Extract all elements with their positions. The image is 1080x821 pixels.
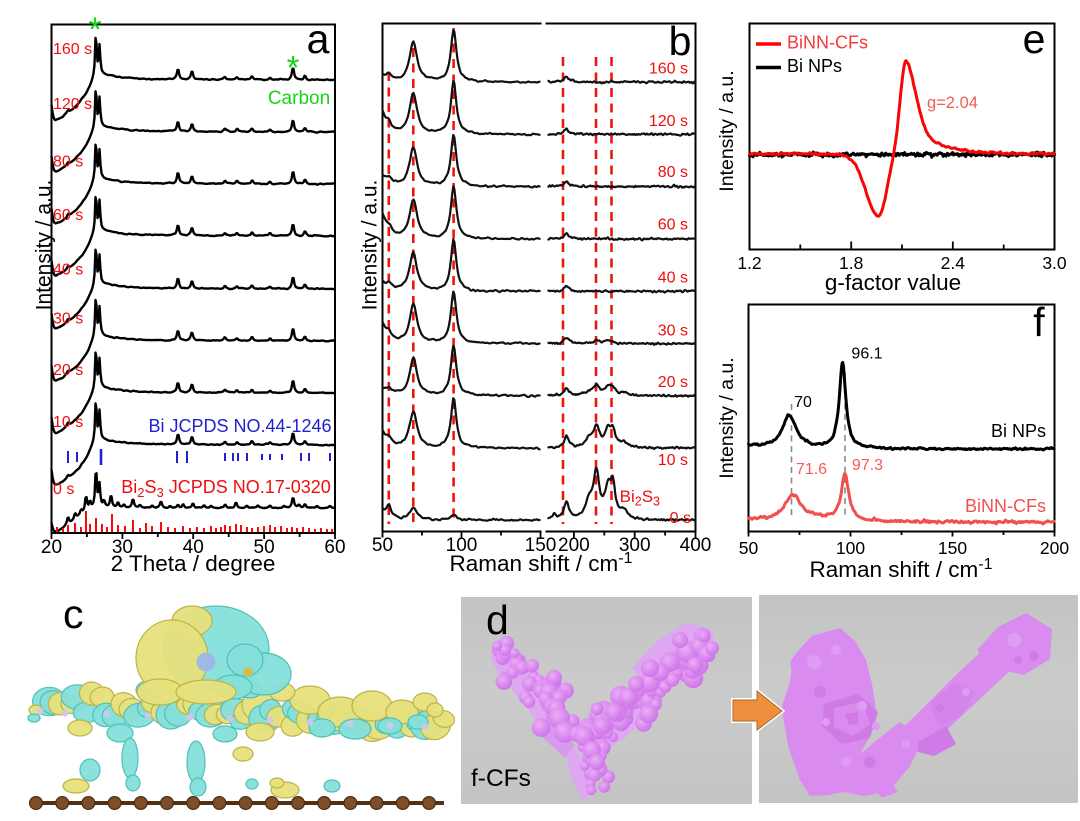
svg-text:40: 40 (183, 537, 204, 558)
svg-text:f: f (1033, 299, 1045, 345)
svg-text:Intensity / a.u.: Intensity / a.u. (359, 180, 382, 311)
svg-text:f-CFs: f-CFs (471, 765, 531, 792)
svg-text:Carbon: Carbon (268, 88, 330, 109)
svg-text:3.0: 3.0 (1042, 253, 1067, 273)
svg-text:160 s: 160 s (53, 41, 92, 58)
svg-text:100: 100 (836, 538, 865, 558)
svg-text:1.8: 1.8 (839, 253, 863, 273)
svg-text:30: 30 (112, 537, 133, 558)
svg-text:*: * (287, 49, 300, 86)
svg-text:Intensity / a.u.: Intensity / a.u. (33, 180, 56, 311)
svg-text:80 s: 80 s (53, 153, 83, 170)
svg-text:150: 150 (525, 535, 557, 556)
svg-text:50: 50 (372, 535, 393, 556)
svg-text:Bi2S3: Bi2S3 (620, 487, 660, 509)
svg-text:b: b (669, 18, 692, 64)
svg-text:30 s: 30 s (53, 311, 83, 328)
svg-text:Intensity / a.u.: Intensity / a.u. (716, 357, 738, 478)
svg-text:g=2.04: g=2.04 (927, 94, 978, 112)
svg-text:120 s: 120 s (53, 96, 92, 113)
svg-text:e: e (1023, 16, 1046, 62)
svg-text:d: d (486, 597, 509, 643)
svg-text:400: 400 (680, 535, 712, 556)
svg-text:30 s: 30 s (658, 322, 688, 339)
svg-text:g-factor value: g-factor value (825, 270, 961, 295)
svg-text:80 s: 80 s (658, 164, 688, 181)
svg-text:Intensity / a.u.: Intensity / a.u. (716, 70, 738, 191)
svg-text:50: 50 (739, 538, 759, 558)
svg-text:200: 200 (1040, 538, 1069, 558)
svg-text:a: a (307, 16, 330, 62)
svg-text:0 s: 0 s (53, 481, 74, 498)
svg-text:40 s: 40 s (53, 261, 83, 278)
svg-text:Bi JCPDS NO.44-1246: Bi JCPDS NO.44-1246 (148, 416, 331, 436)
svg-text:97.3: 97.3 (852, 457, 883, 474)
svg-text:60 s: 60 s (658, 217, 688, 234)
svg-text:160 s: 160 s (649, 61, 688, 78)
svg-text:200: 200 (558, 535, 590, 556)
svg-text:20 s: 20 s (658, 374, 688, 391)
svg-text:BiNN-CFs: BiNN-CFs (787, 33, 868, 53)
svg-text:0 s: 0 s (670, 510, 691, 527)
svg-text:96.1: 96.1 (851, 346, 882, 363)
svg-text:Bi NPs: Bi NPs (991, 421, 1046, 441)
svg-text:50: 50 (254, 537, 275, 558)
svg-text:Raman shift / cm-1: Raman shift / cm-1 (809, 556, 992, 582)
svg-text:120 s: 120 s (649, 113, 688, 130)
svg-text:10 s: 10 s (658, 452, 688, 469)
svg-text:20 s: 20 s (53, 362, 83, 379)
svg-text:20: 20 (41, 537, 62, 558)
svg-text:300: 300 (619, 535, 651, 556)
svg-text:60 s: 60 s (53, 207, 83, 224)
svg-text:40 s: 40 s (658, 269, 688, 286)
svg-text:2 Theta / degree: 2 Theta / degree (111, 551, 276, 576)
svg-text:2.4: 2.4 (941, 253, 966, 273)
svg-text:c: c (63, 591, 84, 637)
svg-text:*: * (88, 11, 101, 49)
svg-text:150: 150 (938, 538, 967, 558)
svg-text:1.2: 1.2 (737, 253, 761, 273)
svg-text:Bi NPs: Bi NPs (787, 56, 842, 76)
svg-text:10 s: 10 s (53, 414, 83, 431)
svg-text:BiNN-CFs: BiNN-CFs (965, 496, 1046, 516)
svg-text:Bi2S3 JCPDS NO.17-0320: Bi2S3 JCPDS NO.17-0320 (121, 477, 331, 500)
svg-text:70: 70 (794, 394, 812, 411)
svg-text:Raman shift / cm-1: Raman shift / cm-1 (449, 550, 632, 576)
svg-text:71.6: 71.6 (796, 461, 827, 478)
svg-text:60: 60 (324, 537, 345, 558)
svg-text:100: 100 (446, 535, 478, 556)
